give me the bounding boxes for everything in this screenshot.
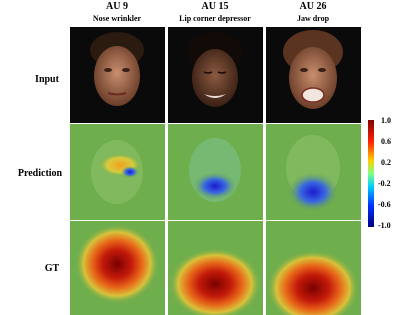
prediction-maps <box>70 124 361 220</box>
column-headers: AU 9 Nose wrinkler AU 15 Lip corner depr… <box>93 1 330 23</box>
input-images <box>70 27 361 123</box>
face <box>192 49 238 107</box>
column-title: AU 9 <box>106 1 128 12</box>
eye <box>300 68 308 72</box>
column-subtitle: Jaw drop <box>297 14 330 23</box>
row-label: Input <box>35 74 60 85</box>
column-subtitle: Nose wrinkler <box>93 14 142 23</box>
colorbar-tick: -1.0 <box>378 221 391 230</box>
colorbar: 1.0 0.6 0.2 -0.2 -0.6 -1.0 <box>368 116 391 230</box>
mouth <box>302 88 324 102</box>
activation <box>287 172 339 212</box>
colorbar-tick: 1.0 <box>381 116 391 125</box>
colorbar-tick: -0.2 <box>378 179 391 188</box>
activation <box>193 172 237 200</box>
row-labels: Input Prediction GT <box>18 74 63 274</box>
figure: AU 9 Nose wrinkler AU 15 Lip corner depr… <box>0 0 393 315</box>
activation <box>75 224 159 304</box>
colorbar-tick: -0.6 <box>378 200 391 209</box>
column-title: AU 15 <box>202 1 229 12</box>
colorbar-scale <box>368 120 374 227</box>
row-label: Prediction <box>18 168 63 179</box>
activation <box>121 166 139 178</box>
face <box>94 46 140 106</box>
column-title: AU 26 <box>300 1 327 12</box>
gt-maps <box>70 221 361 315</box>
eye <box>318 68 326 72</box>
column-subtitle: Lip corner depressor <box>179 14 251 23</box>
colorbar-tick: 0.2 <box>381 158 391 167</box>
row-label: GT <box>45 263 60 274</box>
eye <box>104 68 112 72</box>
eye <box>122 68 130 72</box>
colorbar-tick: 0.6 <box>381 137 391 146</box>
